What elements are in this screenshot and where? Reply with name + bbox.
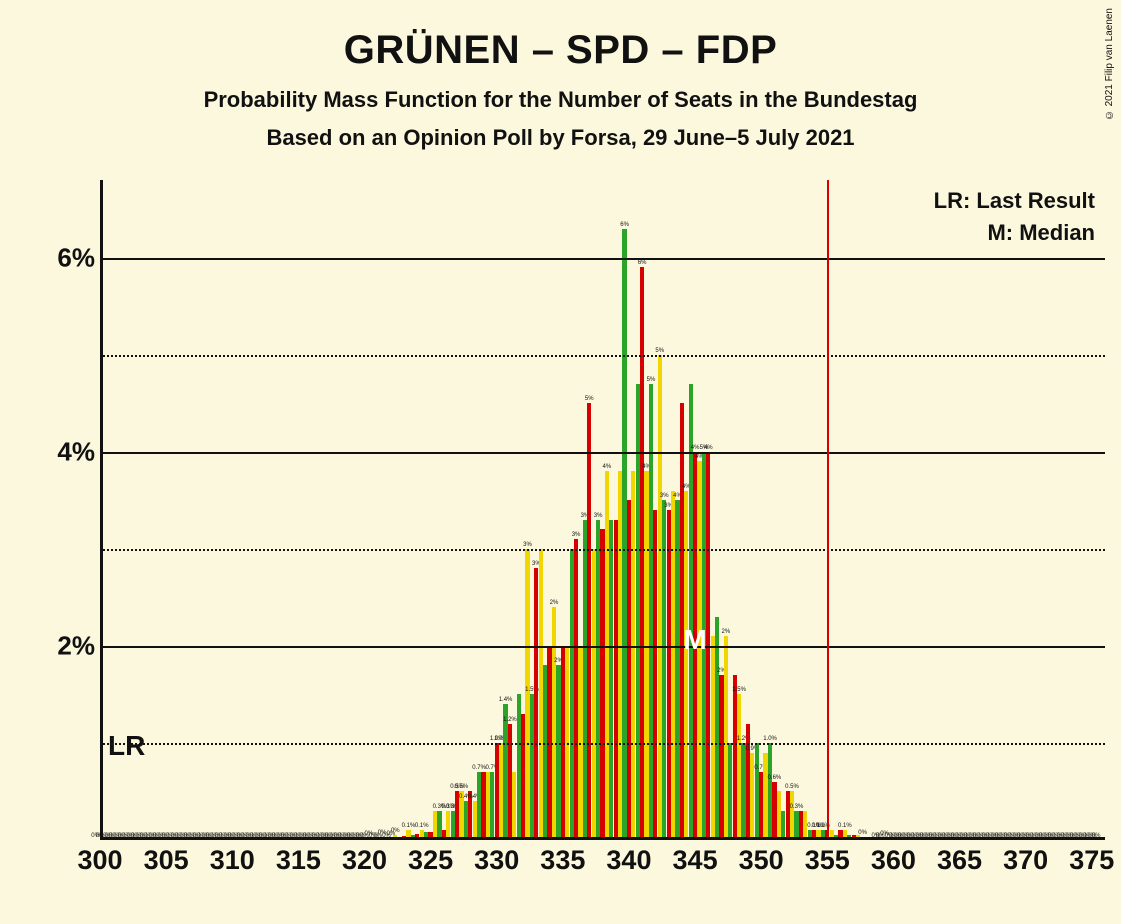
gridline [100,355,1105,357]
bar-value-label: 5% [647,377,656,383]
copyright-text: © 2021 Filip van Laenen [1104,8,1115,120]
x-tick-label: 315 [276,845,321,876]
bar-value-label: 2% [550,600,559,606]
y-tick-label: 2% [57,630,95,661]
x-tick-label: 330 [474,845,519,876]
x-tick-label: 320 [342,845,387,876]
bar-value-label: 3% [660,493,669,499]
bar-value-label: 0.7% [472,765,486,771]
bar-value-label: 3% [594,513,603,519]
x-tick-label: 325 [408,845,453,876]
chart-subtitle-1: Probability Mass Function for the Number… [0,87,1121,113]
bar-value-label: 0.1% [838,823,852,829]
bar-value-label: 0% [858,830,867,836]
bar-value-label: 0.3% [790,804,804,810]
title-block: GRÜNEN – SPD – FDP Probability Mass Func… [0,0,1121,151]
bar-value-label: 4% [691,445,700,451]
bar-value-label: 6% [638,260,647,266]
y-tick-label: 6% [57,242,95,273]
x-tick-label: 370 [1003,845,1048,876]
bar-value-label: 5% [585,396,594,402]
gridline [100,452,1105,454]
chart-title: GRÜNEN – SPD – FDP [0,28,1121,73]
gridline [100,549,1105,551]
x-tick-label: 375 [1069,845,1114,876]
bar-value-label: 1.2% [503,717,517,723]
x-tick-label: 355 [805,845,850,876]
bar-value-label: 5% [655,348,664,354]
x-tick-label: 310 [210,845,255,876]
bar-value-label: 2% [722,629,731,635]
lr-marker: LR [108,730,145,762]
bar-value-label: 4% [603,464,612,470]
x-tick-label: 345 [673,845,718,876]
median-marker: M [683,624,706,656]
bar-value-label: 0.5% [455,784,469,790]
bar-value-label: 0.6% [768,775,782,781]
bar-yellow [393,835,397,837]
gridline [100,646,1105,648]
bar-value-label: 1.4% [499,697,513,703]
bar-value-label: 6% [620,222,629,228]
bar-value-label: 1.0% [763,736,777,742]
bar-value-label: 0.1% [402,823,416,829]
chart-area: LR: Last Result M: Median 0%0%0%0%0%0%0%… [30,180,1110,880]
bar-value-label: 1.5% [732,687,746,693]
x-tick-label: 365 [937,845,982,876]
bars-container: 0%0%0%0%0%0%0%0%0%0%0%0%0%0%0%0%0%0%0%0%… [100,180,1105,840]
bar-value-label: 4% [704,445,713,451]
bar-value-label: 0.5% [785,784,799,790]
x-tick-label: 300 [77,845,122,876]
x-tick-label: 360 [871,845,916,876]
y-tick-label: 4% [57,436,95,467]
x-tick-label: 350 [739,845,784,876]
x-tick-label: 305 [144,845,189,876]
median-vline [827,180,829,837]
x-tick-label: 335 [540,845,585,876]
x-tick-label: 340 [606,845,651,876]
bar-value-label: 3% [523,542,532,548]
bar-value-label: 3% [572,532,581,538]
gridline [100,743,1105,745]
bar-value-label: 0% [1092,833,1101,839]
bar-value-label: 0.1% [415,823,429,829]
gridline [100,258,1105,260]
x-axis-labels: 3003053103153203253303353403453503553603… [100,845,1105,885]
bar-value-label: 0% [391,828,400,834]
plot-area: LR: Last Result M: Median 0%0%0%0%0%0%0%… [100,180,1105,840]
chart-subtitle-2: Based on an Opinion Poll by Forsa, 29 Ju… [0,125,1121,151]
